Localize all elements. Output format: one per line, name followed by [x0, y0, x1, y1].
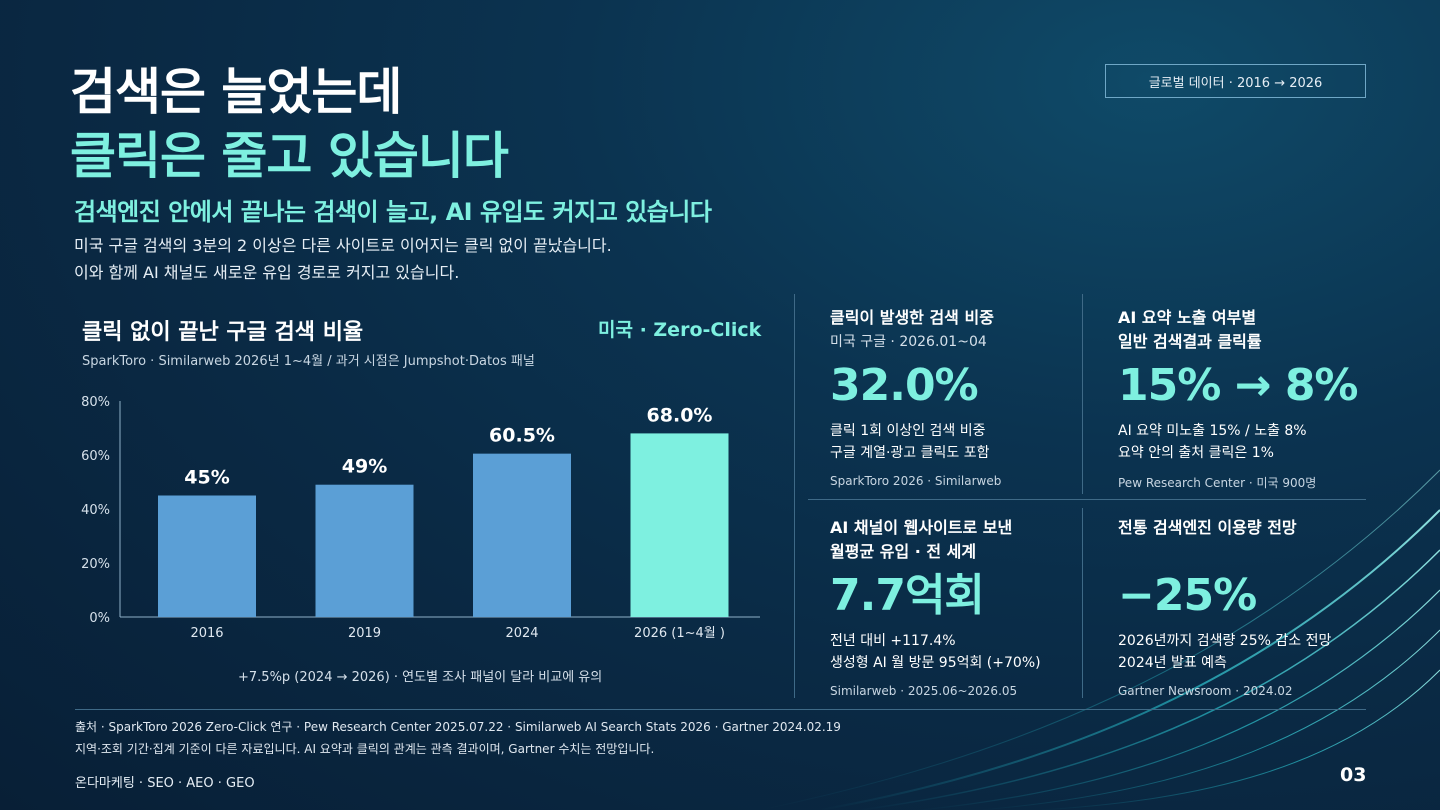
card-heading: 클릭이 발생한 검색 비중 — [830, 308, 994, 327]
card-body: 2026년까지 검색량 25% 감소 전망 2024년 발표 예측 — [1118, 630, 1363, 674]
card-body-line1: 2026년까지 검색량 25% 감소 전망 — [1118, 633, 1332, 649]
card-source: Gartner Newsroom · 2024.02 — [1118, 684, 1293, 698]
page-subtitle: 검색엔진 안에서 끝나는 검색이 늘고, AI 유입도 커지고 있습니다 — [74, 198, 712, 226]
divider-vertical-right-lower — [1082, 508, 1083, 698]
y-tick-label: 40% — [81, 503, 110, 518]
card-heading: AI 채널이 웹사이트로 보낸 — [830, 518, 1013, 537]
card-heading-line2: 일반 검색결과 클릭률 — [1118, 332, 1262, 351]
page-title-line2: 클릭은 줄고 있습니다 — [70, 127, 509, 185]
bar-data-label: 49% — [342, 456, 387, 478]
footer-sources: 출처 · SparkToro 2026 Zero-Click 연구 · Pew … — [75, 720, 841, 734]
card-heading: 전통 검색엔진 이용량 전망 — [1118, 518, 1297, 537]
card-source: SparkToro 2026 · Similarweb — [830, 474, 1002, 488]
x-tick-label: 2019 — [348, 626, 381, 641]
divider-horizontal-cards — [808, 499, 1366, 500]
stat-card-ai-overview-ctr: AI 요약 노출 여부별 일반 검색결과 클릭률 15% → 8% AI 요약 … — [1118, 306, 1359, 491]
bar — [473, 453, 571, 617]
bar — [630, 433, 729, 617]
x-tick-label: 2016 — [190, 626, 223, 641]
footer-brand: 온다마케팅 · SEO · AEO · GEO — [75, 776, 255, 791]
y-tick-label: 60% — [81, 449, 110, 464]
chart-source: SparkToro · Similarweb 2026년 1~4월 / 과거 시… — [82, 354, 535, 369]
data-range-tag: 글로벌 데이터 · 2016 → 2026 — [1105, 64, 1366, 98]
y-tick-label: 0% — [89, 611, 110, 626]
card-body: AI 요약 미노출 15% / 노출 8% 요약 안의 출처 클릭은 1% — [1118, 420, 1358, 464]
bar-data-label: 60.5% — [489, 425, 555, 447]
card-body-line2: 요약 안의 출처 클릭은 1% — [1118, 445, 1274, 461]
card-body: 클릭 1회 이상인 검색 비중 구글 계열·광고 클릭도 포함 — [830, 420, 1070, 464]
card-body-line1: 클릭 1회 이상인 검색 비중 — [830, 423, 986, 439]
stat-card-ai-referrals: AI 채널이 웹사이트로 보낸 월평균 유입 · 전 세계 7.7억회 전년 대… — [830, 516, 1075, 698]
card-body-line1: AI 요약 미노출 15% / 노출 8% — [1118, 423, 1307, 439]
x-tick-label: 2026 (1~4월 ) — [634, 626, 725, 641]
card-big-value: 15% → 8% — [1118, 360, 1359, 411]
y-tick-label: 20% — [81, 557, 110, 572]
chart-note: +7.5%p (2024 → 2026) · 연도별 조사 패널이 달라 비교에… — [238, 670, 603, 685]
card-source: Similarweb · 2025.06~2026.05 — [830, 684, 1018, 698]
bar-data-label: 45% — [184, 467, 229, 489]
description-line2: 이와 함께 AI 채널도 새로운 유입 경로로 커지고 있습니다. — [74, 263, 460, 282]
zero-click-bar-chart: 0% 20% 40% 60% 80% 45% 2016 49% 2019 60.5% 2024 68.… — [81, 395, 760, 641]
footer-caveat: 지역·조회 기간·집계 기준이 다른 자료입니다. AI 요약과 클릭의 관계는… — [75, 742, 655, 756]
page-title-line1: 검색은 늘었는데 — [70, 63, 402, 121]
card-big-value: 7.7억회 — [830, 570, 985, 621]
bar — [158, 495, 256, 617]
x-tick-label: 2024 — [505, 626, 538, 641]
card-big-value: −25% — [1118, 570, 1257, 621]
stat-card-click-share: 클릭이 발생한 검색 비중 미국 구글 · 2026.01~04 32.0% 클… — [830, 306, 1070, 488]
card-body: 전년 대비 +117.4% 생성형 AI 월 방문 95억회 (+70%) — [830, 630, 1075, 674]
card-big-value: 32.0% — [830, 360, 979, 411]
stat-card-search-volume-forecast: 전통 검색엔진 이용량 전망 −25% 2026년까지 검색량 25% 감소 전… — [1118, 516, 1363, 698]
page-number: 03 — [1340, 764, 1367, 786]
footer-divider — [75, 709, 1366, 710]
card-body-line1: 전년 대비 +117.4% — [830, 633, 956, 649]
description-line1: 미국 구글 검색의 3분의 2 이상은 다른 사이트로 이어지는 클릭 없이 끝… — [74, 236, 612, 255]
card-heading: AI 요약 노출 여부별 — [1118, 308, 1257, 327]
y-tick-label: 80% — [81, 395, 110, 410]
card-body-line2: 생성형 AI 월 방문 95억회 (+70%) — [830, 655, 1041, 671]
bar-data-label: 68.0% — [647, 404, 713, 426]
divider-vertical-left — [794, 294, 795, 698]
card-body-line2: 2024년 발표 예측 — [1118, 655, 1227, 671]
card-heading-line2: 월평균 유입 · 전 세계 — [830, 542, 977, 561]
bar — [315, 484, 414, 617]
card-source: Pew Research Center · 미국 900명 — [1118, 476, 1317, 490]
card-subheading: 미국 구글 · 2026.01~04 — [830, 334, 987, 350]
chart-badge: 미국 · Zero-Click — [598, 319, 762, 341]
chart-title: 클릭 없이 끝난 구글 검색 비율 — [82, 320, 364, 345]
card-body-line2: 구글 계열·광고 클릭도 포함 — [830, 445, 990, 461]
divider-vertical-right — [1082, 294, 1083, 494]
page-description: 미국 구글 검색의 3분의 2 이상은 다른 사이트로 이어지는 클릭 없이 끝… — [74, 232, 612, 286]
